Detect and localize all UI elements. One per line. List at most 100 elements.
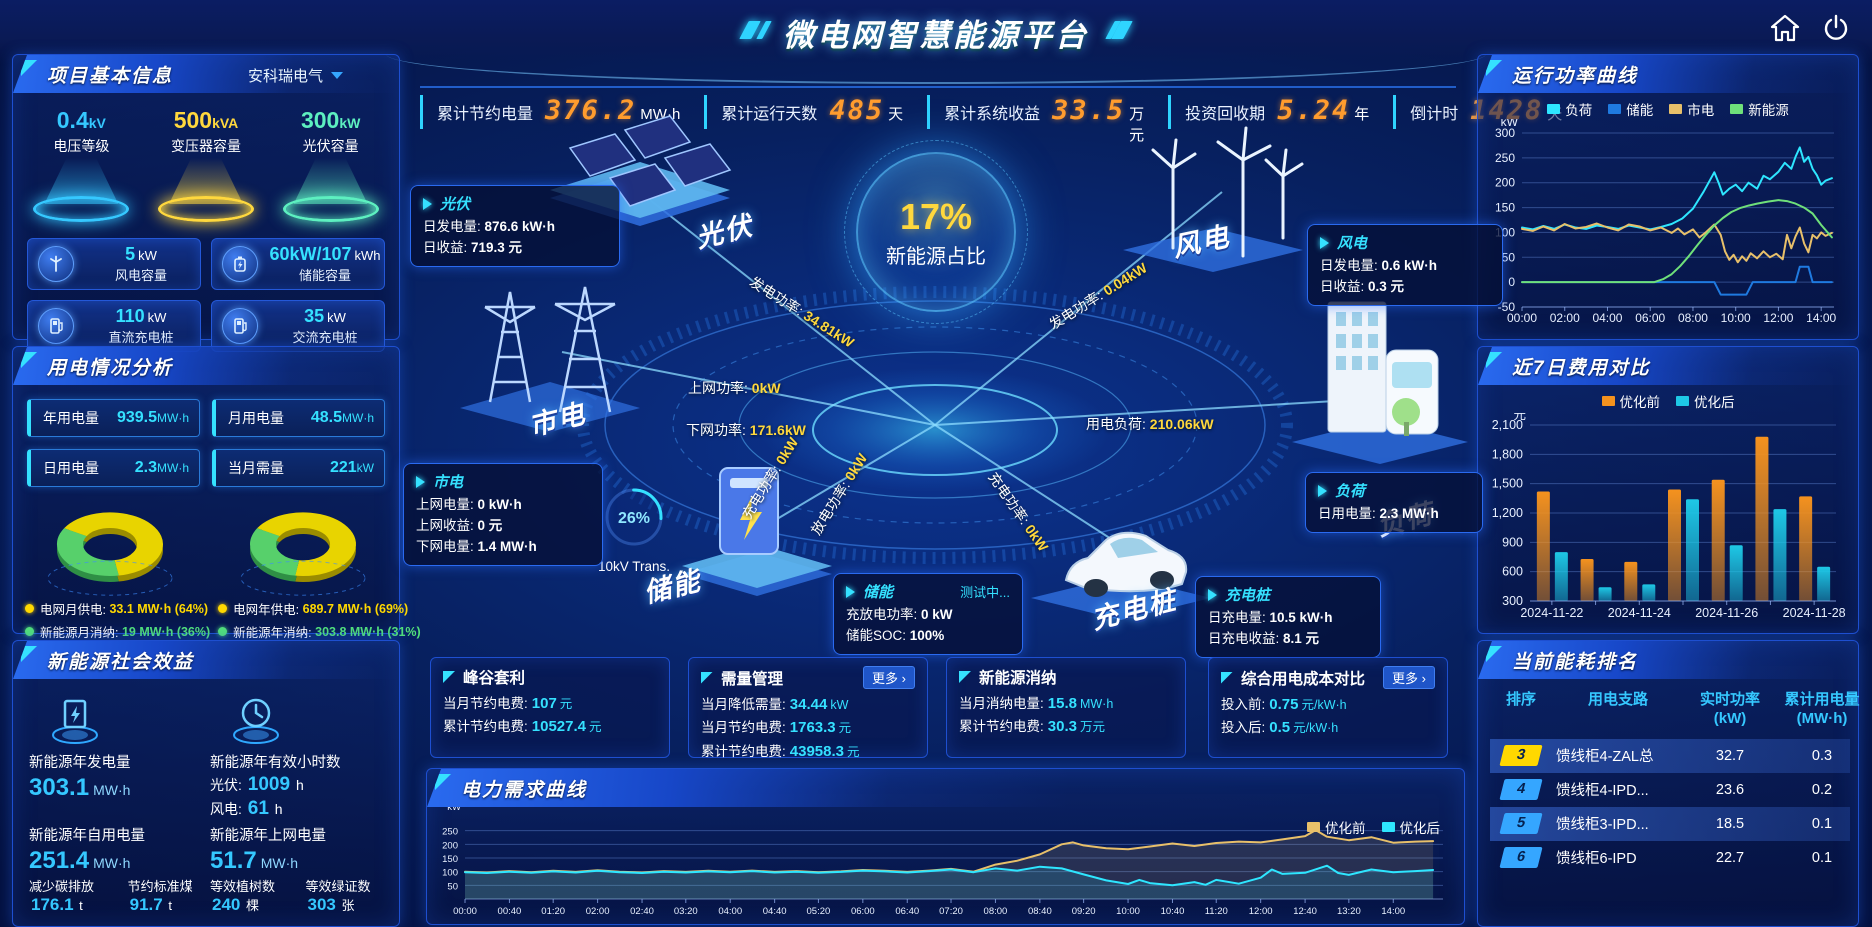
usage-stat: 当月需量 221kW	[212, 449, 385, 487]
wind-box-title: 风电	[1337, 235, 1368, 252]
legend-item: 电网年供电: 689.7 MW·h (69%)	[218, 599, 421, 618]
svg-text:1,200: 1,200	[1492, 506, 1523, 520]
legend-dot	[218, 604, 228, 613]
bar[interactable]	[1554, 552, 1568, 601]
svg-text:200: 200	[442, 840, 458, 851]
battery-icon	[222, 246, 258, 282]
usage-stat-label: 月用电量	[228, 410, 284, 426]
demand-curve-title: 电力需求曲线	[461, 779, 588, 801]
capacity-card[interactable]: 110 kW 直流充电桩	[27, 300, 201, 352]
capacity-card[interactable]: 35 kW 交流充电桩	[211, 300, 385, 352]
realtime-power: 22.7	[1715, 849, 1745, 866]
bar[interactable]	[1799, 496, 1813, 601]
svg-text:2024-11-28: 2024-11-28	[1783, 606, 1846, 620]
pv-info-box[interactable]: 光伏 日发电量: 876.6 kW·h 日收益: 719.3 元	[410, 185, 620, 267]
home-icon[interactable]	[1770, 14, 1800, 47]
bar[interactable]	[1668, 489, 1681, 601]
project-info-panel: 项目基本信息 安科瑞电气 0.4kV 电压等级 500kVA 变压器容量 300kW 光伏…	[12, 54, 400, 352]
bar[interactable]	[1598, 587, 1612, 601]
chevron-right-icon	[1320, 236, 1329, 249]
kpi-title: 峰谷套利	[463, 670, 526, 687]
storage-box-title: 储能	[863, 584, 894, 601]
capacity-card[interactable]: 60kW/107 kWh 储能容量	[211, 238, 385, 290]
stat-label: 累计系统收益	[944, 106, 1041, 123]
podium-label: 变压器容量	[170, 138, 241, 154]
grid-box-title: 市电	[433, 474, 464, 491]
benefit-item: 新能源年发电量 303.1 MW·h	[29, 689, 202, 820]
info-line: 日充电量: 10.5 kW·h	[1208, 610, 1333, 625]
wind-info-box[interactable]: 风电 日发电量: 0.6 kW·h 日收益: 0.3 元	[1307, 224, 1503, 306]
bar[interactable]	[1817, 566, 1831, 601]
svg-text:300: 300	[1495, 126, 1515, 140]
svg-text:12:00: 12:00	[1249, 906, 1273, 917]
svg-text:1,800: 1,800	[1492, 447, 1523, 461]
ranking-header: 当前能耗排名	[1478, 641, 1858, 679]
load-info-box[interactable]: 负荷 日用电量: 2.3 MW·h	[1305, 472, 1483, 533]
svg-text:2024-11-22: 2024-11-22	[1520, 606, 1583, 620]
company-select[interactable]: 安科瑞电气	[238, 63, 353, 88]
grid-info-box[interactable]: 市电 上网电量: 0 kW·h 上网收益: 0 元下网电量: 1.4 MW·h	[403, 463, 603, 566]
table-row[interactable]: 5 馈线柜3-IPD... 18.5 0.1	[1490, 806, 1850, 841]
legend-item: 储能	[1608, 99, 1653, 119]
bar[interactable]	[1711, 479, 1725, 601]
svg-text:00:00: 00:00	[1507, 311, 1537, 325]
svg-text:2024-11-24: 2024-11-24	[1608, 606, 1671, 620]
bar[interactable]	[1773, 509, 1787, 601]
dc-charger-icon	[38, 308, 74, 344]
power-curve-title: 运行功率曲线	[1512, 65, 1639, 87]
svg-text:2,100: 2,100	[1492, 418, 1523, 432]
benefits-panel: 新能源社会效益 新能源年发电量 303.1 MW·h 新能源年有效小时数 光伏: 100…	[12, 640, 400, 927]
more-button[interactable]: 更多 ›	[863, 666, 915, 689]
info-line: 上网电量: 0 kW·h	[416, 497, 522, 512]
legend-label: 新能源	[1748, 103, 1789, 118]
info-line: 日用电量: 2.3 MW·h	[1318, 506, 1439, 521]
title-deco-left	[739, 21, 772, 44]
table-row[interactable]: 3 馈线柜4-ZAL总 32.7 0.3	[1490, 738, 1850, 773]
ac-charger-icon	[222, 308, 258, 344]
bar[interactable]	[1624, 561, 1638, 601]
svg-text:09:20: 09:20	[1072, 906, 1096, 917]
benefit-value: 303.1 MW·h	[29, 774, 131, 801]
legend-value: 19 MW·h (36%)	[118, 624, 211, 639]
capacity-card[interactable]: 5 kW 风电容量	[27, 238, 201, 290]
svg-text:50: 50	[1502, 250, 1516, 264]
bar[interactable]	[1580, 558, 1594, 601]
table-row[interactable]: 4 馈线柜4-IPD... 23.6 0.2	[1490, 773, 1850, 807]
svg-text:04:40: 04:40	[763, 906, 787, 917]
chevron-right-icon	[1318, 484, 1327, 497]
bar[interactable]	[1755, 436, 1769, 601]
legend-item: 新能源月消纳: 19 MW·h (36%)	[25, 622, 210, 641]
legend-value: 303.8 MW·h (31%)	[311, 624, 421, 639]
podium-beam	[293, 158, 368, 204]
ev-info-box[interactable]: 充电桩 日充电量: 10.5 kW·h 日充电收益: 8.1 元	[1195, 576, 1381, 658]
realtime-power: 23.6	[1715, 781, 1745, 798]
card-label: 储能容量	[298, 268, 351, 283]
bar[interactable]	[1729, 545, 1743, 601]
power-icon[interactable]	[1822, 14, 1850, 47]
table-row[interactable]: 6 馈线柜6-IPD 22.7 0.1	[1490, 841, 1850, 875]
svg-text:08:40: 08:40	[1028, 906, 1052, 917]
legend-item: 市电	[1669, 99, 1714, 119]
svg-text:元: 元	[1513, 411, 1526, 422]
svg-text:06:40: 06:40	[895, 906, 919, 917]
bar[interactable]	[1686, 499, 1699, 601]
info-line: 充放电功率: 0 kW	[846, 607, 953, 622]
total-energy: 0.3	[1811, 747, 1833, 764]
column-header: 累计用电量 (MW·h)	[1784, 691, 1860, 727]
cost-compare-chart: 2,100 1,800 1,500 1,200 900 600 300 元 2024-11-22…	[1492, 408, 1846, 620]
cost-compare-panel: 近7日费用对比 优化前 优化后 2,100 1,800 1,500 1,200 900 60…	[1477, 346, 1859, 634]
card-value: 110 kW	[115, 306, 167, 326]
branch-name: 馈线柜6-IPD	[1556, 851, 1637, 867]
svg-text:2024-11-26: 2024-11-26	[1695, 606, 1758, 620]
info-line: 日收益: 719.3 元	[423, 239, 523, 255]
column-header: 实时功率 (kW)	[1699, 691, 1760, 727]
bar[interactable]	[1536, 491, 1550, 601]
kpi-box-2: 新能源消纳 当月消纳电量: 15.8 MW·h 累计节约电费: 30.3 万元	[946, 657, 1186, 758]
more-button[interactable]: 更多 ›	[1383, 666, 1435, 689]
benefit-subvalue: 减少碳排放 176.1 t	[29, 879, 95, 914]
storage-info-box[interactable]: 储能 测试中... 充放电功率: 0 kW 储能SOC: 100%	[833, 573, 1023, 655]
usage-panel-header: 用电情况分析	[13, 347, 399, 385]
benefit-subvalue: 节约标准煤 91.7 t	[127, 879, 193, 914]
bar[interactable]	[1642, 584, 1656, 601]
